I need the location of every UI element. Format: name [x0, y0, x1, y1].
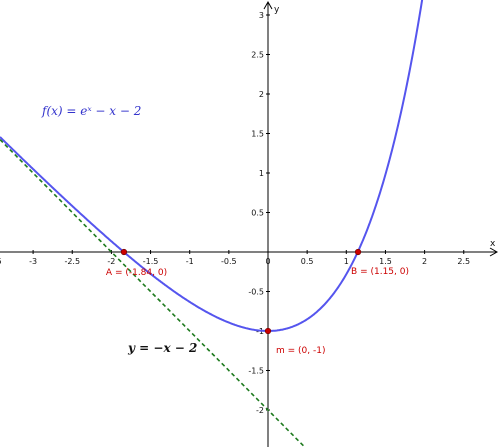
y-tick-label: 0.5	[251, 209, 264, 218]
y-tick-label: -2	[256, 406, 264, 415]
y-tick-label: 1.5	[251, 130, 264, 139]
x-tick-label: -1	[186, 257, 194, 266]
x-axis-label: x	[490, 239, 496, 249]
point-marker	[264, 327, 272, 335]
x-tick-label: -0.5	[221, 257, 237, 266]
y-axis-label: y	[274, 5, 280, 15]
x-tick-label: -2.5	[64, 257, 80, 266]
curves	[0, 0, 424, 447]
x-tick-label: -3.5	[0, 257, 2, 266]
point-label: A = (-1.84, 0)	[106, 268, 167, 278]
y-tick-label: 1	[259, 169, 264, 178]
asymptote-line	[0, 139, 306, 447]
point-marker	[120, 248, 128, 256]
points: A = (-1.84, 0) B = (1.15, 0) m = (0, -1)	[106, 248, 409, 356]
function-label: f(x) = eˣ − x − 2	[42, 104, 142, 118]
x-tick-label: -1.5	[143, 257, 159, 266]
y-tick-label: 3	[259, 11, 264, 20]
x-tick-label: 0.5	[301, 257, 314, 266]
point-label: B = (1.15, 0)	[351, 267, 409, 277]
y-tick-label: 2.5	[251, 51, 264, 60]
y-tick-label: -0.5	[248, 288, 264, 297]
x-tick-label: 1.5	[379, 257, 392, 266]
x-axis-arrow	[489, 247, 499, 257]
point-marker	[354, 248, 362, 256]
function-curve	[0, 0, 424, 332]
y-axis-arrow	[263, 0, 273, 10]
x-tick-label: -3	[29, 257, 37, 266]
y-tick-label: -1.5	[248, 367, 264, 376]
x-tick-label: -2	[107, 257, 115, 266]
asymptote-label: y = −x − 2	[128, 341, 198, 355]
x-tick-label: 0	[265, 257, 270, 266]
x-tick-label: 2.5	[457, 257, 470, 266]
point-label: m = (0, -1)	[276, 346, 325, 356]
y-tick-label: 2	[259, 90, 264, 99]
x-tick-label: 2	[422, 257, 427, 266]
x-tick-label: 1	[344, 257, 349, 266]
